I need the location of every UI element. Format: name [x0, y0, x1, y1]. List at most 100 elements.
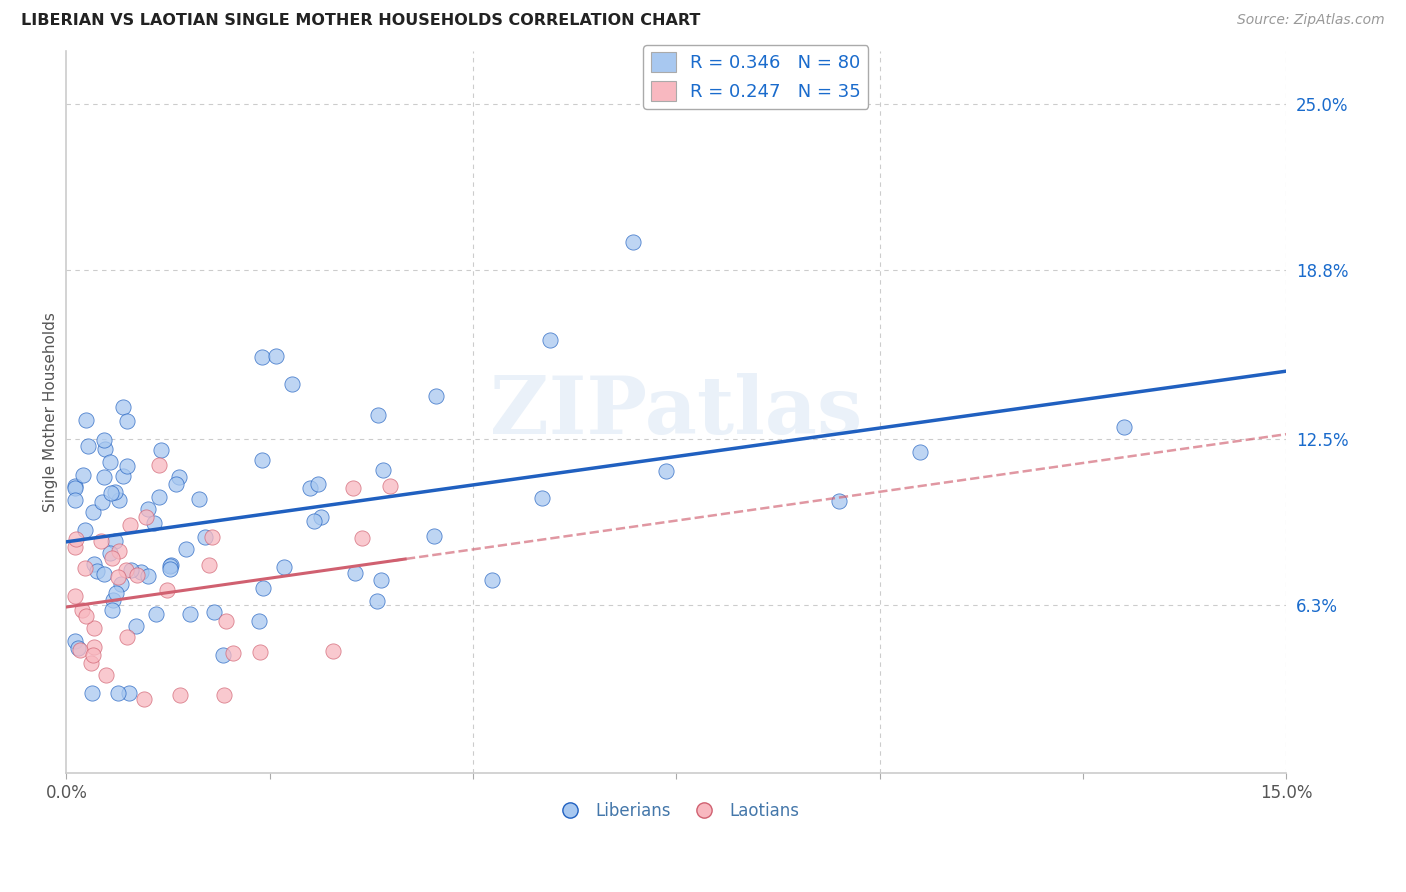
- Point: [118, 686, 141, 700]
- Point: [63, 479, 86, 493]
- Point: [65, 533, 87, 547]
- Point: [110, 577, 132, 591]
- Point: [198, 558, 221, 573]
- Point: [299, 481, 322, 495]
- Point: [75, 609, 97, 624]
- Point: [343, 566, 366, 581]
- Point: [101, 551, 124, 566]
- Point: [481, 573, 503, 587]
- Point: [67, 640, 90, 655]
- Point: [174, 542, 197, 557]
- Point: [94, 668, 117, 682]
- Point: [100, 485, 122, 500]
- Point: [148, 490, 170, 504]
- Point: [100, 603, 122, 617]
- Point: [63, 493, 86, 508]
- Point: [94, 442, 117, 456]
- Point: [124, 619, 146, 633]
- Point: [215, 614, 238, 628]
- Point: [156, 583, 179, 598]
- Point: [194, 531, 217, 545]
- Point: [538, 333, 561, 347]
- Point: [370, 573, 392, 587]
- Point: [70, 602, 93, 616]
- Point: [273, 560, 295, 574]
- Point: [93, 433, 115, 447]
- Point: [80, 686, 103, 700]
- Point: [165, 477, 187, 491]
- Point: [159, 559, 181, 574]
- Point: [98, 455, 121, 469]
- Legend: Liberians, Laotians: Liberians, Laotians: [547, 795, 806, 827]
- Point: [281, 376, 304, 391]
- Point: [373, 463, 395, 477]
- Point: [250, 350, 273, 364]
- Point: [367, 408, 389, 422]
- Point: [307, 476, 329, 491]
- Point: [654, 464, 676, 478]
- Point: [82, 505, 104, 519]
- Point: [111, 400, 134, 414]
- Point: [304, 514, 326, 528]
- Point: [63, 590, 86, 604]
- Point: [621, 235, 644, 249]
- Point: [120, 563, 142, 577]
- Point: [366, 594, 388, 608]
- Point: [127, 567, 149, 582]
- Point: [828, 494, 851, 508]
- Point: [107, 570, 129, 584]
- Point: [201, 530, 224, 544]
- Point: [169, 470, 191, 484]
- Point: [129, 565, 152, 579]
- Point: [910, 444, 932, 458]
- Point: [83, 621, 105, 635]
- Point: [179, 607, 201, 621]
- Point: [63, 481, 86, 495]
- Point: [136, 569, 159, 583]
- Point: [1112, 420, 1135, 434]
- Point: [249, 644, 271, 658]
- Point: [142, 516, 165, 530]
- Point: [252, 581, 274, 595]
- Point: [148, 458, 170, 472]
- Point: [322, 644, 344, 658]
- Point: [149, 443, 172, 458]
- Point: [159, 562, 181, 576]
- Point: [107, 686, 129, 700]
- Point: [69, 643, 91, 657]
- Point: [63, 633, 86, 648]
- Point: [108, 544, 131, 558]
- Point: [103, 593, 125, 607]
- Point: [115, 458, 138, 473]
- Point: [212, 648, 235, 662]
- Point: [117, 630, 139, 644]
- Point: [378, 478, 401, 492]
- Point: [212, 688, 235, 702]
- Point: [264, 349, 287, 363]
- Point: [222, 646, 245, 660]
- Point: [145, 607, 167, 622]
- Point: [86, 564, 108, 578]
- Point: [160, 558, 183, 572]
- Point: [83, 557, 105, 571]
- Point: [75, 523, 97, 537]
- Point: [136, 502, 159, 516]
- Point: [111, 468, 134, 483]
- Point: [75, 413, 97, 427]
- Point: [135, 510, 157, 524]
- Point: [63, 540, 86, 554]
- Point: [531, 491, 554, 505]
- Text: ZIPatlas: ZIPatlas: [491, 373, 863, 451]
- Point: [90, 534, 112, 549]
- Point: [104, 533, 127, 548]
- Point: [115, 563, 138, 577]
- Point: [134, 691, 156, 706]
- Text: Source: ZipAtlas.com: Source: ZipAtlas.com: [1237, 13, 1385, 28]
- Point: [250, 453, 273, 467]
- Point: [169, 688, 191, 702]
- Point: [352, 531, 374, 545]
- Text: LIBERIAN VS LAOTIAN SINGLE MOTHER HOUSEHOLDS CORRELATION CHART: LIBERIAN VS LAOTIAN SINGLE MOTHER HOUSEH…: [21, 13, 700, 29]
- Point: [108, 493, 131, 508]
- Point: [98, 546, 121, 560]
- Point: [423, 529, 446, 543]
